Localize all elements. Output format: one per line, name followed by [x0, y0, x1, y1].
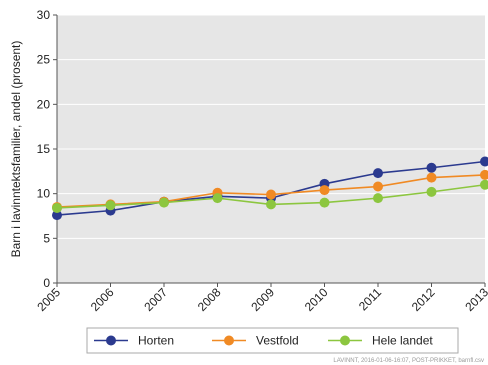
data-point: [426, 186, 437, 197]
legend: Horten Vestfold Hele landet: [86, 327, 459, 354]
x-tick-label: 2008: [195, 285, 224, 314]
y-tick-label: 15: [37, 142, 51, 156]
x-tick-label: 2011: [356, 285, 384, 313]
data-point: [426, 162, 437, 173]
x-tick-label: 2007: [141, 285, 170, 314]
data-point: [105, 200, 116, 211]
source-note: LAVINNT, 2016-01-06-16:07, POST-PRIKKET,…: [333, 358, 484, 364]
data-point: [52, 202, 62, 213]
data-point: [266, 199, 276, 210]
data-point: [480, 179, 488, 190]
y-tick-label: 5: [43, 231, 50, 245]
data-point: [212, 193, 223, 204]
legend-marker: [106, 335, 116, 346]
x-tick-label: 2013: [462, 285, 488, 314]
legend-label: Horten: [138, 334, 174, 348]
legend-marker: [340, 335, 350, 346]
y-tick-label: 0: [43, 276, 50, 290]
data-point: [319, 197, 330, 208]
data-point: [159, 197, 169, 208]
y-tick-label: 30: [37, 8, 51, 22]
data-point: [480, 169, 488, 180]
data-point: [52, 210, 62, 221]
data-point: [373, 181, 383, 192]
data-point: [373, 168, 383, 179]
data-point: [426, 172, 437, 183]
y-tick-label: 25: [37, 53, 51, 67]
x-tick-label: 2012: [409, 285, 438, 314]
y-axis-label: Barn i lavinntektsfamilier, andel (prose…: [9, 41, 23, 258]
legend-box: [86, 327, 459, 354]
data-point: [373, 193, 383, 204]
data-point: [480, 156, 488, 167]
data-point: [319, 185, 330, 196]
x-tick-label: 2010: [302, 285, 331, 314]
x-tick-label: 2006: [88, 285, 117, 314]
series-layer: [52, 156, 488, 221]
legend-marker: [224, 335, 234, 346]
legend-label: Vestfold: [256, 334, 299, 348]
legend-items: Horten Vestfold Hele landet: [94, 334, 433, 348]
y-tick-label: 10: [37, 187, 51, 201]
x-axis-ticks: 2005 2006 2007 2008 2009 2010 2011 2012 2013: [34, 283, 488, 314]
x-tick-label: 2005: [34, 285, 63, 314]
x-tick-label: 2009: [248, 285, 277, 314]
y-axis-ticks: 0 5 10 15 20 25 30: [37, 8, 57, 290]
data-point: [266, 189, 276, 200]
y-tick-label: 20: [37, 97, 51, 111]
legend-label: Hele landet: [372, 334, 433, 348]
